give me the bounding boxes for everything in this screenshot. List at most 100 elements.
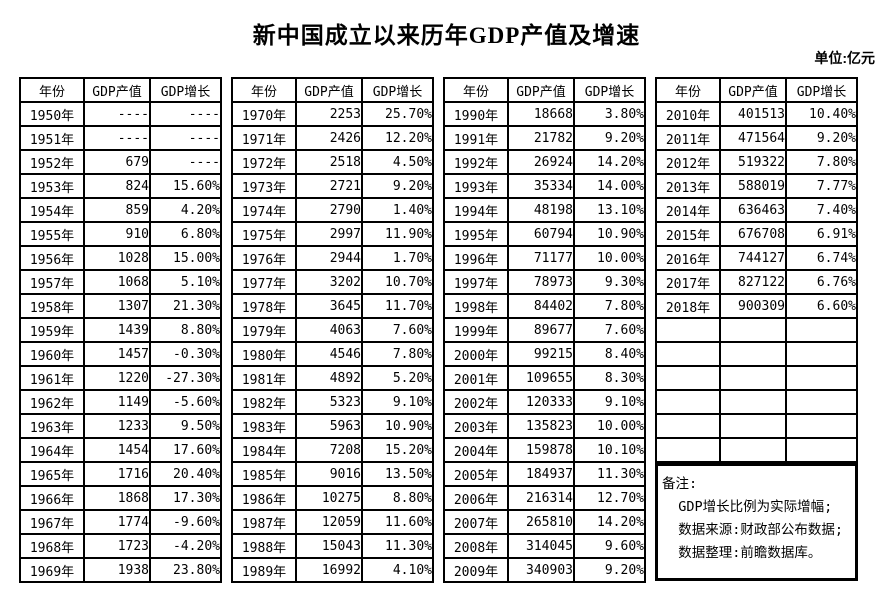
gdp-value-cell: 9016 — [295, 461, 363, 487]
table-row: 2018年 900309 6.60% — [655, 293, 858, 319]
gdp-value-cell: 18668 — [507, 101, 575, 127]
table-row: 2000年 99215 8.40% — [443, 341, 646, 367]
table-row: 1987年 12059 11.60% — [231, 509, 434, 535]
gdp-growth-cell: 11.30% — [573, 461, 646, 487]
year-cell: 2015年 — [655, 221, 721, 247]
gdp-growth-cell: 7.40% — [785, 197, 858, 223]
gdp-growth-cell: 11.60% — [361, 509, 434, 535]
year-cell: 2008年 — [443, 533, 509, 559]
table-row: 1978年 3645 11.70% — [231, 293, 434, 319]
table-row: 1960年 1457 -0.30% — [19, 341, 222, 367]
gdp-growth-cell: 12.20% — [361, 125, 434, 151]
table-row: 1999年 89677 7.60% — [443, 317, 646, 343]
table-row: 1955年 910 6.80% — [19, 221, 222, 247]
table-row: 2017年 827122 6.76% — [655, 269, 858, 295]
year-cell: 1983年 — [231, 413, 297, 439]
year-cell: 2001年 — [443, 365, 509, 391]
gdp-growth-cell: 10.40% — [785, 101, 858, 127]
gdp-growth-cell: 6.91% — [785, 221, 858, 247]
year-cell: 1960年 — [19, 341, 85, 367]
table-row: 1964年 1454 17.60% — [19, 437, 222, 463]
table-row: 2007年 265810 14.20% — [443, 509, 646, 535]
gdp-value-cell: 2518 — [295, 149, 363, 175]
gdp-value-cell: 2426 — [295, 125, 363, 151]
table-row: 1956年 1028 15.00% — [19, 245, 222, 271]
gdp-value-cell: 5963 — [295, 413, 363, 439]
year-cell: 1981年 — [231, 365, 297, 391]
year-cell: 1995年 — [443, 221, 509, 247]
gdp-growth-cell: -0.30% — [149, 341, 222, 367]
year-cell: 1957年 — [19, 269, 85, 295]
table-row: 1980年 4546 7.80% — [231, 341, 434, 367]
empty-row — [655, 413, 858, 439]
table-row: 1952年 679 ---- — [19, 149, 222, 175]
gdp-value-cell: 3645 — [295, 293, 363, 319]
gdp-growth-cell: 11.90% — [361, 221, 434, 247]
table-row: 1997年 78973 9.30% — [443, 269, 646, 295]
year-cell: 2003年 — [443, 413, 509, 439]
gdp-growth-cell: 14.20% — [573, 509, 646, 535]
gdp-growth-cell: ---- — [149, 125, 222, 151]
fourth-column-group: 年份 GDP产值 GDP增长 2010年 401513 10.40% 2011年 471… — [655, 77, 858, 581]
gdp-value-cell: 588019 — [719, 173, 787, 199]
year-cell: 2010年 — [655, 101, 721, 127]
gdp-value-cell: 2997 — [295, 221, 363, 247]
year-cell: 1992年 — [443, 149, 509, 175]
empty-cell — [785, 413, 858, 439]
gdp-growth-cell: 1.70% — [361, 245, 434, 271]
gdp-value-cell: 4892 — [295, 365, 363, 391]
gdp-value-cell: 184937 — [507, 461, 575, 487]
gdp-value-cell: 900309 — [719, 293, 787, 319]
gdp-value-cell: 3202 — [295, 269, 363, 295]
empty-row — [655, 317, 858, 343]
table-row: 1965年 1716 20.40% — [19, 461, 222, 487]
table-row: 2004年 159878 10.10% — [443, 437, 646, 463]
year-cell: 1956年 — [19, 245, 85, 271]
gdp-value-cell: 1068 — [83, 269, 151, 295]
gdp-growth-cell: 7.80% — [361, 341, 434, 367]
gdp-growth-cell: 8.80% — [361, 485, 434, 511]
year-cell: 1966年 — [19, 485, 85, 511]
gdp-growth-cell: 17.60% — [149, 437, 222, 463]
gdp-growth-cell: 9.30% — [573, 269, 646, 295]
note-item: GDP增长比例为实际增幅; — [678, 499, 833, 515]
empty-cell — [655, 317, 721, 343]
col-header-gdp-growth: GDP增长 — [785, 77, 858, 103]
table-row: 1967年 1774 -9.60% — [19, 509, 222, 535]
table-row: 1991年 21782 9.20% — [443, 125, 646, 151]
empty-cell — [785, 317, 858, 343]
gdp-value-cell: 135823 — [507, 413, 575, 439]
gdp-growth-cell: 8.30% — [573, 365, 646, 391]
gdp-value-cell: 1307 — [83, 293, 151, 319]
gdp-growth-cell: 9.20% — [573, 557, 646, 583]
table-row: 2016年 744127 6.74% — [655, 245, 858, 271]
table-row: 1977年 3202 10.70% — [231, 269, 434, 295]
gdp-value-cell: 21782 — [507, 125, 575, 151]
table-row: 1995年 60794 10.90% — [443, 221, 646, 247]
table-row: 2012年 519322 7.80% — [655, 149, 858, 175]
gdp-growth-cell: 12.70% — [573, 485, 646, 511]
notes-heading: 备注: — [662, 476, 698, 492]
gdp-growth-cell: 10.70% — [361, 269, 434, 295]
year-cell: 2013年 — [655, 173, 721, 199]
table-row: 1958年 1307 21.30% — [19, 293, 222, 319]
gdp-growth-cell: 15.60% — [149, 173, 222, 199]
empty-cell — [655, 413, 721, 439]
gdp-value-cell: 60794 — [507, 221, 575, 247]
gdp-value-cell: 314045 — [507, 533, 575, 559]
gdp-value-cell: 1028 — [83, 245, 151, 271]
year-cell: 2011年 — [655, 125, 721, 151]
year-cell: 1993年 — [443, 173, 509, 199]
gdp-value-cell: 89677 — [507, 317, 575, 343]
empty-cell — [655, 365, 721, 391]
gdp-growth-cell: 11.70% — [361, 293, 434, 319]
year-cell: 1972年 — [231, 149, 297, 175]
table-row: 1968年 1723 -4.20% — [19, 533, 222, 559]
gdp-value-cell: 99215 — [507, 341, 575, 367]
gdp-value-cell: 84402 — [507, 293, 575, 319]
table-row: 2006年 216314 12.70% — [443, 485, 646, 511]
table-row: 1957年 1068 5.10% — [19, 269, 222, 295]
empty-cell — [719, 317, 787, 343]
gdp-value-cell: 1723 — [83, 533, 151, 559]
year-cell: 1955年 — [19, 221, 85, 247]
